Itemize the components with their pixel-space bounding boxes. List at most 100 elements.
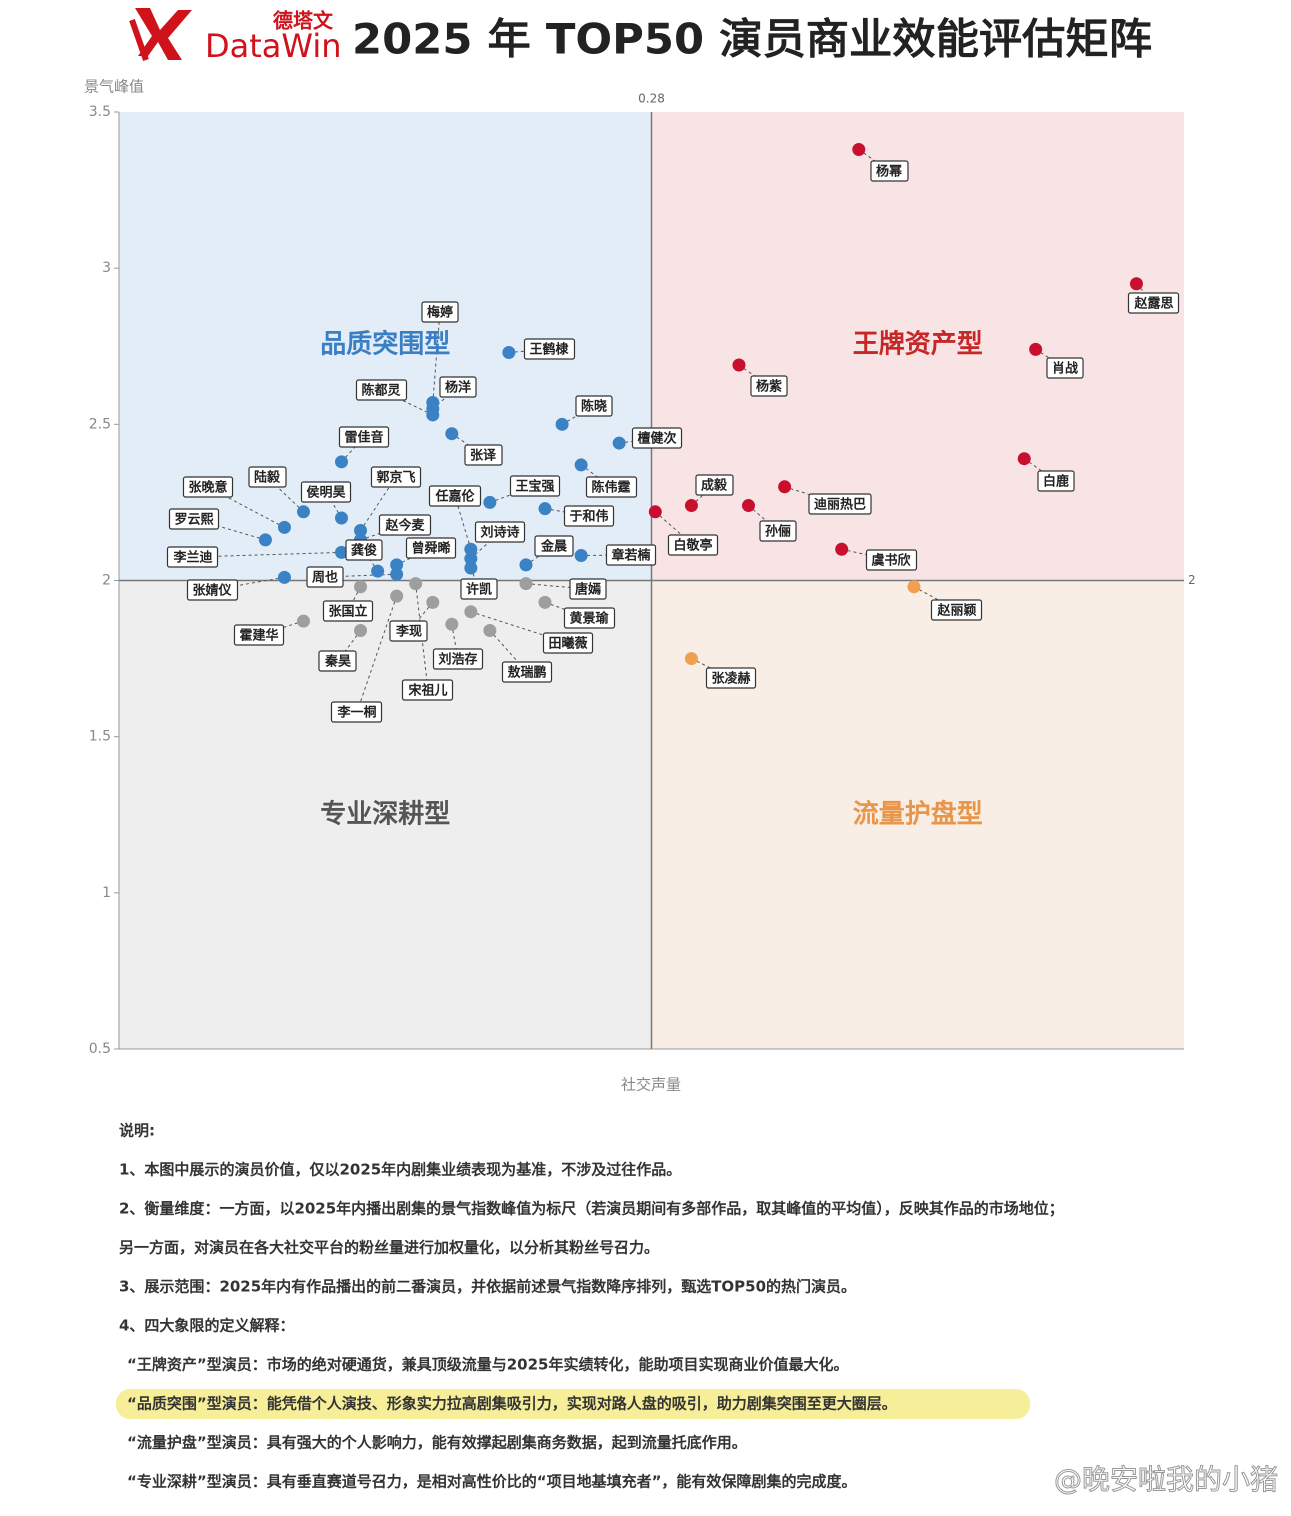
- label-box: [1127, 292, 1180, 314]
- quadrant-name: 王牌资产型: [853, 329, 983, 360]
- label-box: [182, 476, 234, 498]
- note-line: 1、本图中展示的演员价值，仅以2025年内剧集业绩表现为基准，不涉及过往作品。: [119, 1161, 681, 1179]
- point-label: 张凌赫: [711, 671, 750, 687]
- y-tick-label: 2.5: [89, 416, 111, 432]
- point-label: 王鹤棣: [529, 342, 569, 358]
- label-box: [1037, 470, 1075, 492]
- note-line: “王牌资产”型演员：市场的绝对硬通货，兼具顶级流量与2025年实绩转化，能助项目…: [127, 1356, 848, 1374]
- point: [835, 542, 849, 556]
- quadrant-bg: [651, 580, 1184, 1049]
- note-line: “流量护盘”型演员：具有强大的个人影响力，能有效撑起剧集商务数据，起到流量托底作…: [127, 1434, 747, 1452]
- label-box: [563, 505, 615, 527]
- point: [335, 545, 349, 559]
- label-box: [667, 534, 719, 556]
- point: [1129, 277, 1143, 291]
- point-label: 杨紫: [756, 379, 782, 395]
- leader-line: [347, 586, 361, 612]
- point: [277, 570, 291, 584]
- label-box: [345, 539, 383, 561]
- label-box: [355, 379, 408, 401]
- point: [354, 524, 368, 538]
- y-tick-label: 3: [102, 260, 111, 276]
- point: [483, 495, 497, 509]
- label-box: [168, 508, 220, 530]
- label-box: [421, 301, 459, 323]
- y-tick-label: 1: [102, 885, 111, 901]
- points: [258, 142, 1143, 666]
- point: [907, 580, 921, 594]
- point-label: 霍建华: [239, 628, 278, 644]
- label-box: [501, 661, 553, 683]
- point: [741, 499, 755, 513]
- label-box: [338, 426, 390, 448]
- point-label: 虞书欣: [871, 553, 911, 569]
- label-box: [405, 537, 457, 559]
- label-box: [808, 493, 872, 515]
- point-label: 赵露思: [1133, 296, 1173, 312]
- point: [426, 595, 440, 609]
- label-box: [870, 160, 909, 182]
- point-label: 陆毅: [254, 470, 281, 486]
- label-box: [509, 475, 561, 497]
- label-box: [370, 466, 422, 488]
- watermark: @晚安啦我的小猪: [1054, 1463, 1278, 1496]
- point: [519, 577, 533, 591]
- label-box: [401, 679, 454, 701]
- point: [354, 580, 368, 594]
- notes: 说明: 1、本图中展示的演员价值，仅以2025年内剧集业绩表现为基准，不涉及过往作…: [116, 1122, 1064, 1491]
- point: [1029, 342, 1043, 356]
- point-label: 李现: [395, 624, 422, 640]
- point-label: 杨幂: [876, 164, 903, 180]
- point-label: 成毅: [701, 478, 728, 494]
- point-label: 檀健次: [637, 431, 676, 447]
- label-box: [322, 600, 374, 622]
- label-box: [705, 667, 757, 689]
- point: [1017, 452, 1031, 466]
- point-label: 陈伟霆: [591, 480, 631, 496]
- point: [390, 558, 404, 572]
- point-label: 陈都灵: [361, 383, 401, 399]
- label-box: [1046, 357, 1084, 379]
- y-axis-label: 景气峰值: [84, 78, 144, 96]
- point: [538, 595, 552, 609]
- leader-line: [525, 583, 589, 590]
- y-tick-label: 2: [102, 573, 111, 589]
- label-box: [585, 476, 638, 498]
- point-label: 白鹿: [1043, 474, 1069, 490]
- point: [277, 520, 291, 534]
- point-label: 孙俪: [765, 524, 791, 540]
- quadrant-name: 流量护盘型: [853, 799, 983, 830]
- y-divider-label: 2: [1188, 573, 1196, 587]
- point: [335, 455, 349, 469]
- point: [483, 623, 497, 637]
- point: [296, 505, 310, 519]
- label-box: [432, 648, 484, 670]
- point: [445, 427, 459, 441]
- quadrants: [119, 112, 1184, 1049]
- point-label: 敖瑞鹏: [507, 665, 546, 681]
- point: [371, 564, 385, 578]
- point-label: 周也: [312, 570, 338, 586]
- label-box: [563, 607, 616, 629]
- label-box: [605, 544, 657, 566]
- leader-line: [654, 511, 694, 546]
- quadrant-bg: [651, 112, 1184, 581]
- label-box: [930, 599, 983, 621]
- y-tick-label: 1.5: [89, 729, 111, 745]
- point-label: 陈晓: [581, 399, 607, 415]
- leader-line: [913, 586, 958, 611]
- point: [574, 549, 588, 563]
- point-label: 田曦薇: [548, 636, 587, 652]
- logo: 德塔文 DataWin: [129, 8, 342, 65]
- label-box: [166, 546, 219, 568]
- label-box: [865, 549, 918, 571]
- point-label: 章若楠: [611, 548, 650, 564]
- point-label: 王宝强: [515, 479, 554, 495]
- point: [519, 558, 533, 572]
- logo-en: DataWin: [205, 27, 342, 65]
- point-label: 李兰迪: [172, 550, 212, 566]
- point: [648, 505, 662, 519]
- point-label: 金晨: [540, 539, 568, 555]
- x-axis-label: 社交声量: [621, 1076, 681, 1094]
